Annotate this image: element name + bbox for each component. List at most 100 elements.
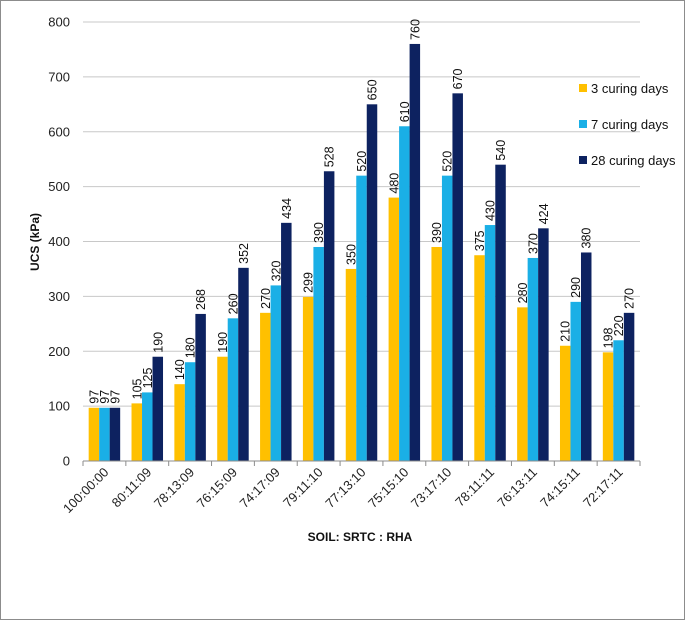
bar-3-curing-days-76:15:09 [217,356,228,461]
x-tick-label: 74:17:09 [237,465,283,511]
data-label: 220 [612,315,626,336]
x-tick-label: 73:17:10 [408,465,454,511]
bar-7-curing-days-80:11:09 [142,392,153,461]
data-label: 350 [345,244,359,265]
x-axis-title: SOIL: SRTC : RHA [308,530,413,544]
bar-3-curing-days-77:13:10 [345,268,357,461]
data-label: 210 [559,321,573,342]
bar-7-curing-days-74:15:11 [570,301,581,461]
x-tick-label: 80:11:09 [109,465,155,511]
bar-7-curing-days-77:13:10 [356,175,367,461]
data-label: 180 [184,337,198,358]
bar-3-curing-days-73:17:10 [431,246,442,461]
legend-label: 28 curing days [591,153,676,168]
data-label: 760 [408,19,422,40]
bar-7-curing-days-78:13:09 [184,362,196,461]
bar-3-curing-days-72:17:11 [602,352,614,461]
y-tick-label: 300 [48,289,70,304]
x-tick-label: 76:15:09 [194,465,240,511]
bar-7-curing-days-72:17:11 [613,340,624,461]
bar-7-curing-days-76:13:11 [527,257,539,461]
x-tick-label: 78:11:11 [452,465,497,510]
bar-28-curing-days-72:17:11 [623,312,635,461]
legend-swatch [579,84,587,92]
data-label: 290 [569,277,583,298]
x-tick-label: 78:13:09 [151,465,197,511]
bar-28-curing-days-77:13:10 [366,104,378,461]
x-tick-label: 75:15:10 [365,465,411,511]
data-label: 540 [494,140,508,161]
x-tick-label: 74:15:11 [537,465,583,511]
y-tick-label: 600 [48,124,70,139]
bar-28-curing-days-100:00:00 [109,407,121,461]
data-label: 125 [141,368,155,389]
bar-7-curing-days-100:00:00 [99,407,110,461]
bar-series [88,43,635,462]
data-label: 270 [259,288,273,309]
bar-3-curing-days-75:15:10 [388,197,400,461]
data-label: 299 [302,272,316,293]
bar-7-curing-days-75:15:10 [399,126,410,461]
data-label: 520 [441,151,455,172]
data-label: 430 [484,200,498,221]
y-tick-label: 200 [48,344,70,359]
data-label: 190 [216,332,230,353]
data-label: 320 [269,260,283,281]
data-label: 260 [226,293,240,314]
bar-3-curing-days-74:17:09 [260,312,271,461]
legend-label: 7 curing days [591,117,669,132]
bar-28-curing-days-73:17:10 [452,93,463,462]
bar-7-curing-days-74:17:09 [270,285,282,461]
legend: 3 curing days 7 curing days 28 curing days [579,81,676,168]
data-label: 97 [108,390,122,404]
bar-3-curing-days-76:13:11 [517,307,528,461]
bar-28-curing-days-78:13:09 [195,313,206,461]
bar-28-curing-days-79:11:10 [323,171,335,461]
data-label: 650 [366,79,380,100]
bar-7-curing-days-76:15:09 [227,318,239,461]
bar-3-curing-days-100:00:00 [88,407,100,461]
data-label: 390 [312,222,326,243]
x-axis-ticks: 100:00:0080:11:0978:13:0976:15:0974:17:0… [60,461,641,517]
data-label: 370 [526,233,540,254]
data-label: 375 [473,230,487,251]
y-tick-label: 100 [48,399,70,414]
data-label: 270 [623,288,637,309]
bar-7-curing-days-79:11:10 [313,246,324,461]
bar-7-curing-days-73:17:10 [441,175,453,461]
data-label: 280 [516,282,530,303]
bar-28-curing-days-75:15:10 [409,43,421,461]
bar-3-curing-days-79:11:10 [302,296,314,461]
bar-28-curing-days-80:11:09 [152,356,164,461]
bar-28-curing-days-74:15:11 [580,252,592,461]
x-tick-label: 79:11:10 [280,465,326,511]
y-tick-label: 400 [48,234,70,249]
data-label: 97 [98,390,112,404]
bar-3-curing-days-74:15:11 [559,345,571,461]
bar-28-curing-days-76:13:11 [538,228,549,461]
bar-3-curing-days-78:11:11 [474,255,485,461]
bar-28-curing-days-74:17:09 [281,222,292,461]
x-tick-label: 72:17:11 [580,465,626,511]
y-tick-label: 700 [48,69,70,84]
data-label: 105 [130,378,144,399]
bar-28-curing-days-78:11:11 [495,164,506,462]
y-axis-title: UCS (kPa) [28,213,42,271]
x-tick-label: 76:13:11 [494,465,540,511]
y-axis-ticks: 0 100 200 300 400 500 600 700 800 [48,15,70,469]
bar-3-curing-days-80:11:09 [131,403,143,461]
data-label: 610 [398,101,412,122]
data-label: 670 [451,68,465,89]
data-label: 268 [194,289,208,310]
data-label: 140 [173,359,187,380]
data-label: 520 [355,151,369,172]
y-tick-label: 500 [48,179,70,194]
data-label: 380 [580,228,594,249]
bar-3-curing-days-78:13:09 [174,384,185,461]
legend-swatch [579,120,587,128]
data-label: 97 [87,390,101,404]
legend-swatch [579,156,587,164]
x-tick-label: 100:00:00 [60,465,112,517]
